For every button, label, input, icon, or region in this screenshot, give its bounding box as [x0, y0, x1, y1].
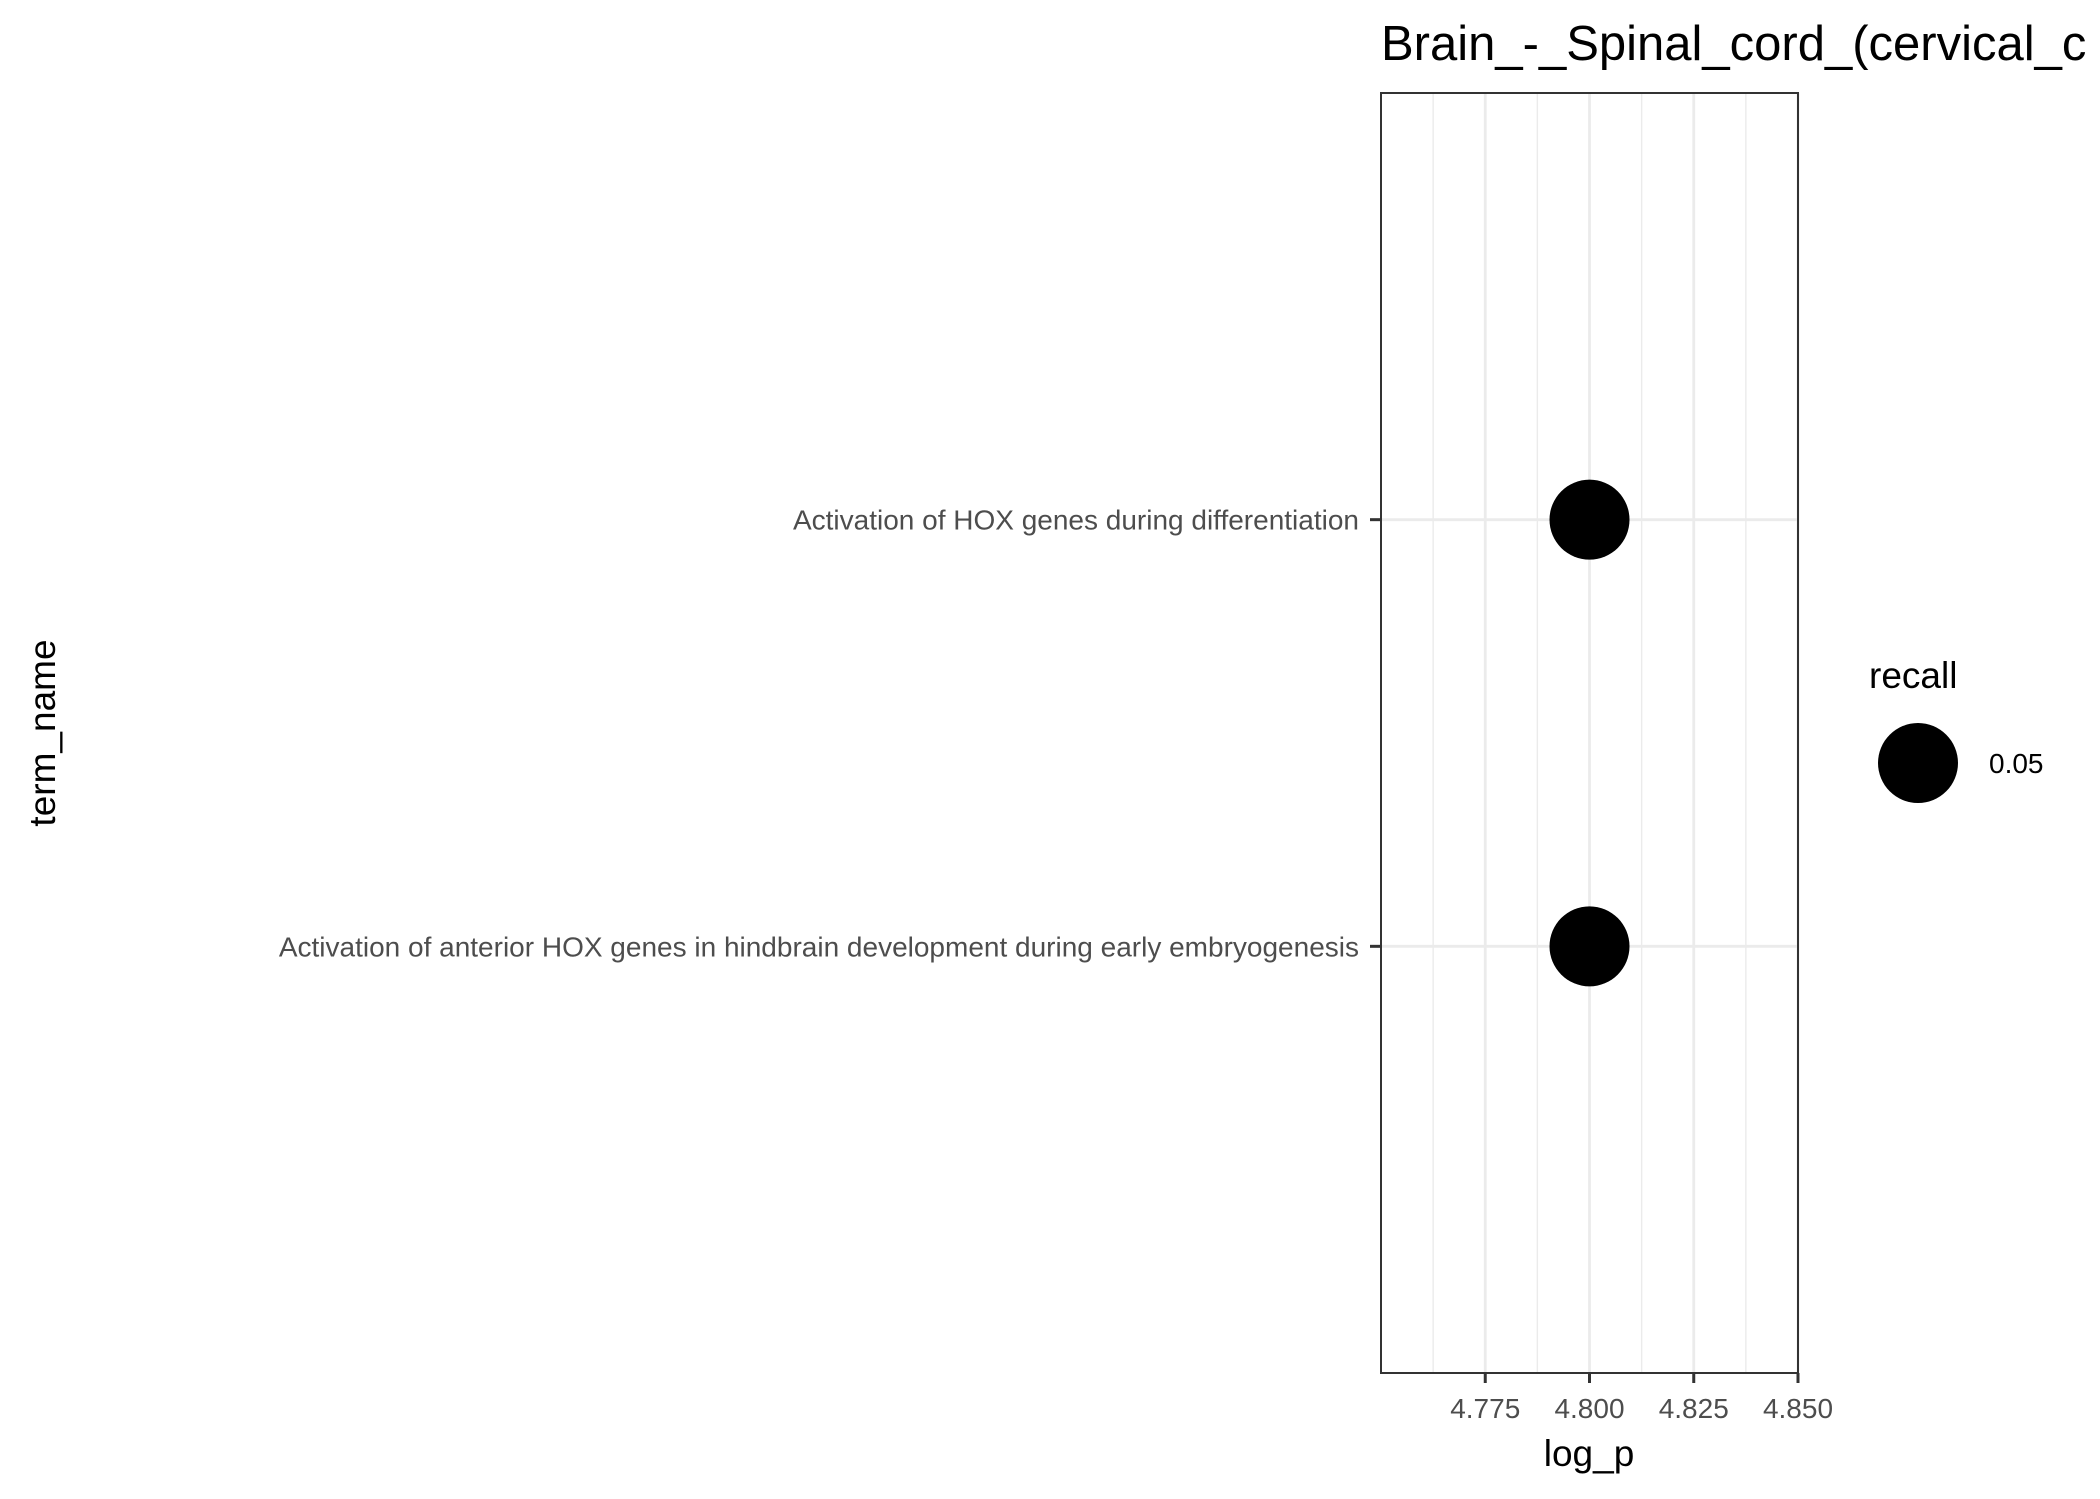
data-point: [1549, 906, 1630, 987]
chart-title: Brain_-_Spinal_cord_(cervical_c: [1381, 17, 2086, 71]
y-axis: Activation of HOX genes during different…: [279, 505, 1381, 962]
x-axis-title: log_p: [1544, 1433, 1635, 1474]
x-tick-label: 4.775: [1450, 1393, 1520, 1424]
legend-title: recall: [1869, 655, 1957, 696]
y-axis-title: term_name: [22, 639, 63, 826]
y-tick-label: Activation of HOX genes during different…: [793, 505, 1359, 536]
x-tick-label: 4.825: [1659, 1393, 1729, 1424]
grid: [1381, 93, 1800, 1373]
data-point: [1549, 479, 1630, 560]
x-tick-label: 4.800: [1554, 1393, 1624, 1424]
y-tick-label: Activation of anterior HOX genes in hind…: [279, 931, 1359, 962]
legend-key: [1878, 723, 1958, 803]
legend: recall 0.05: [1869, 655, 2044, 803]
points: [1549, 479, 1630, 987]
legend-label: 0.05: [1989, 748, 2044, 779]
x-axis: 4.775 4.800 4.825 4.850: [1450, 1373, 1833, 1424]
x-tick-label: 4.850: [1763, 1393, 1833, 1424]
